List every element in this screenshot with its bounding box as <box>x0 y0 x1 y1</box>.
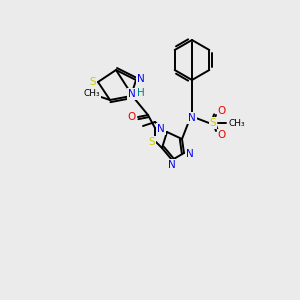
Text: O: O <box>127 112 135 122</box>
Text: S: S <box>90 77 96 87</box>
Text: O: O <box>218 130 226 140</box>
Text: N: N <box>128 89 136 99</box>
Text: S: S <box>149 137 155 147</box>
Text: O: O <box>218 106 226 116</box>
Text: N: N <box>186 149 194 159</box>
Text: H: H <box>137 88 145 98</box>
Text: CH₃: CH₃ <box>229 118 245 127</box>
Text: N: N <box>188 113 196 123</box>
Text: N: N <box>168 160 176 170</box>
Text: N: N <box>137 74 145 84</box>
Text: N: N <box>157 124 165 134</box>
Text: CH₃: CH₃ <box>84 89 100 98</box>
Text: S: S <box>210 118 216 128</box>
